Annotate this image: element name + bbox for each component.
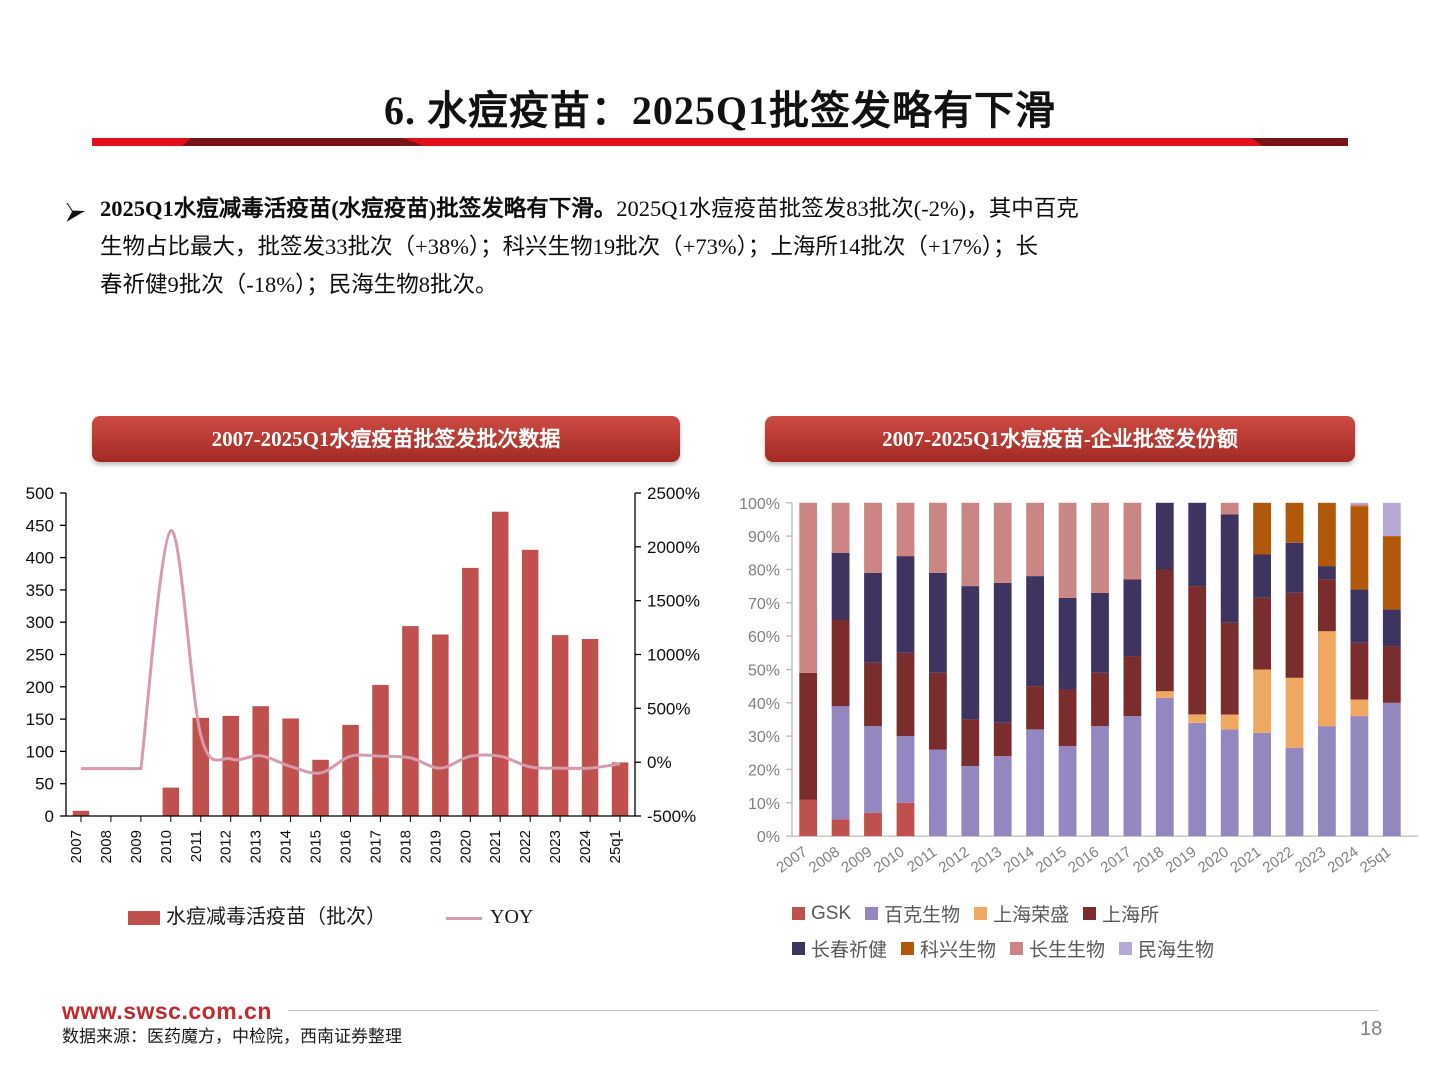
svg-text:2013: 2013 <box>968 843 1005 876</box>
svg-text:100: 100 <box>26 742 54 761</box>
svg-text:2024: 2024 <box>577 830 594 863</box>
svg-text:2008: 2008 <box>806 843 843 876</box>
svg-text:2010: 2010 <box>871 843 908 876</box>
svg-text:70%: 70% <box>748 596 780 613</box>
svg-text:350: 350 <box>26 581 54 600</box>
svg-text:1500%: 1500% <box>647 592 700 611</box>
svg-text:2023: 2023 <box>1292 843 1329 876</box>
svg-text:400: 400 <box>26 549 54 568</box>
svg-text:2015: 2015 <box>308 830 325 863</box>
svg-text:80%: 80% <box>748 563 780 580</box>
svg-text:0%: 0% <box>757 829 780 846</box>
svg-text:2013: 2013 <box>248 830 265 863</box>
svg-text:2011: 2011 <box>904 843 940 875</box>
svg-text:25q1: 25q1 <box>1357 843 1394 876</box>
svg-text:10%: 10% <box>748 796 780 813</box>
svg-text:20%: 20% <box>748 762 780 779</box>
svg-text:2012: 2012 <box>936 843 973 876</box>
svg-text:2014: 2014 <box>278 830 295 863</box>
svg-text:-500%: -500% <box>647 807 696 826</box>
svg-text:2500%: 2500% <box>647 484 700 503</box>
svg-text:40%: 40% <box>748 696 780 713</box>
svg-text:2017: 2017 <box>367 830 384 863</box>
svg-text:60%: 60% <box>748 629 780 646</box>
svg-text:200: 200 <box>26 678 54 697</box>
svg-text:450: 450 <box>26 516 54 535</box>
svg-text:2014: 2014 <box>1000 843 1037 876</box>
svg-text:2008: 2008 <box>98 830 115 863</box>
svg-text:2017: 2017 <box>1098 843 1135 876</box>
svg-text:500: 500 <box>26 484 54 503</box>
svg-text:2007: 2007 <box>68 830 85 863</box>
svg-text:2023: 2023 <box>547 830 564 863</box>
svg-text:2015: 2015 <box>1033 843 1070 876</box>
svg-text:0%: 0% <box>647 753 672 772</box>
svg-text:2020: 2020 <box>457 830 474 863</box>
svg-text:0: 0 <box>45 807 54 826</box>
svg-text:2000%: 2000% <box>647 538 700 557</box>
svg-text:2024: 2024 <box>1325 843 1362 876</box>
svg-text:2020: 2020 <box>1195 843 1232 876</box>
svg-text:2019: 2019 <box>427 830 444 863</box>
svg-text:50%: 50% <box>748 663 780 680</box>
svg-text:2009: 2009 <box>128 830 145 863</box>
svg-text:2018: 2018 <box>1130 843 1167 876</box>
svg-text:2019: 2019 <box>1163 843 1200 876</box>
svg-text:2022: 2022 <box>517 830 534 863</box>
svg-text:2022: 2022 <box>1260 843 1297 876</box>
svg-text:500%: 500% <box>647 699 690 718</box>
svg-text:2021: 2021 <box>1227 843 1264 876</box>
svg-text:2016: 2016 <box>338 830 355 863</box>
svg-text:25q1: 25q1 <box>607 830 624 863</box>
svg-text:150: 150 <box>26 710 54 729</box>
svg-text:2021: 2021 <box>487 830 504 863</box>
svg-text:2009: 2009 <box>838 843 875 876</box>
svg-text:1000%: 1000% <box>647 646 700 665</box>
svg-text:50: 50 <box>35 775 54 794</box>
svg-text:2007: 2007 <box>773 843 810 876</box>
svg-text:90%: 90% <box>748 529 780 546</box>
svg-text:2011: 2011 <box>188 830 205 862</box>
svg-text:2018: 2018 <box>397 830 414 863</box>
svg-text:30%: 30% <box>748 729 780 746</box>
svg-text:2016: 2016 <box>1065 843 1102 876</box>
svg-text:300: 300 <box>26 613 54 632</box>
svg-text:100%: 100% <box>739 496 780 513</box>
svg-text:2012: 2012 <box>218 830 235 863</box>
svg-text:250: 250 <box>26 646 54 665</box>
svg-text:2010: 2010 <box>158 830 175 863</box>
